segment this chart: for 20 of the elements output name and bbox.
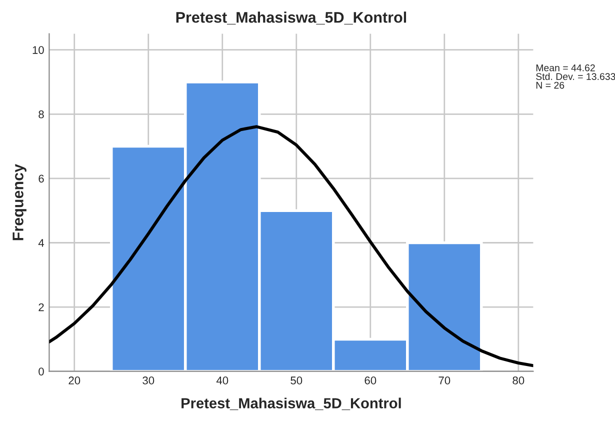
text: N = 26 bbox=[536, 82, 564, 89]
x-tick-label: 70 bbox=[438, 376, 450, 384]
x-tick-label: 20 bbox=[68, 376, 80, 384]
y-tick-label: 8 bbox=[38, 110, 44, 118]
x-tick-label: 50 bbox=[290, 376, 302, 384]
x-tick-label: 80 bbox=[512, 376, 524, 384]
y-tick-label: 2 bbox=[38, 303, 44, 312]
x-axis-title: Pretest_Mahasiswa_5D_Kontrol bbox=[182, 398, 401, 410]
x-tick-label: 30 bbox=[142, 376, 154, 384]
x-tick-label: 60 bbox=[364, 376, 376, 384]
text: Mean = 44.62 bbox=[536, 64, 595, 72]
y-tick-label: 0 bbox=[38, 368, 44, 376]
x-tick-label: 40 bbox=[216, 376, 228, 384]
y-axis-title: Frequency bbox=[12, 164, 26, 240]
line-series bbox=[49, 125, 534, 368]
text: Std. Dev. = 13.633 bbox=[536, 72, 615, 80]
chart-title: Pretest_Mahasiswa_5D_Kontrol bbox=[176, 12, 406, 25]
y-tick-label: 10 bbox=[32, 46, 44, 54]
y-tick-label: 6 bbox=[38, 174, 44, 183]
y-tick-label: 4 bbox=[38, 239, 44, 247]
